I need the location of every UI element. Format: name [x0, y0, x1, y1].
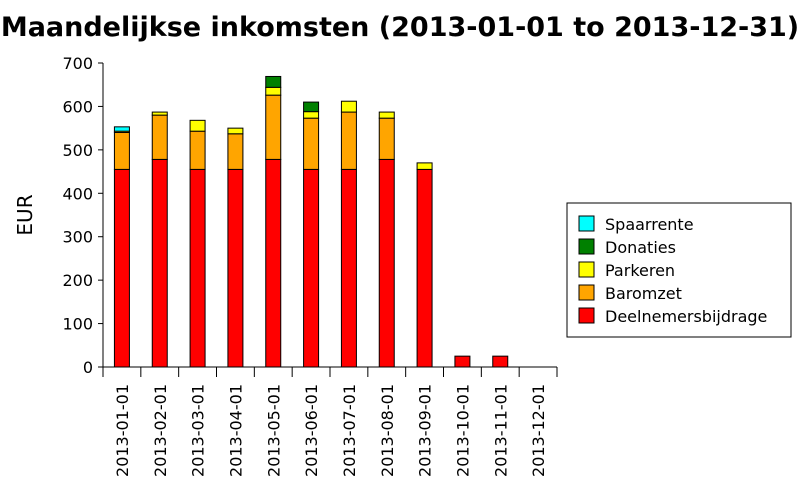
bar-segment-deelnemersbijdrage: [265, 158, 282, 368]
bar-segment-parkeren: [265, 86, 282, 96]
y-tick-label: 200: [62, 271, 93, 290]
bar-segment-deelnemersbijdrage: [378, 158, 395, 368]
bar-segment-parkeren: [189, 119, 206, 132]
bar-segment-baromzet: [113, 131, 130, 170]
x-tick-label: 2013-06-01: [302, 384, 321, 477]
x-tick-label: 2013-07-01: [340, 384, 359, 477]
bar-segment-baromzet: [265, 94, 282, 160]
x-tick-label: 2013-11-01: [491, 384, 510, 477]
bar-segment-deelnemersbijdrage: [151, 158, 168, 368]
legend-label-baromzet: Baromzet: [605, 284, 682, 303]
bar-segment-deelnemersbijdrage: [189, 168, 206, 368]
legend-label-donaties: Donaties: [605, 238, 676, 257]
legend-swatch-baromzet: [578, 284, 595, 301]
x-tick-label: 2013-10-01: [453, 384, 472, 477]
bar-segment-deelnemersbijdrage: [416, 168, 433, 368]
x-tick-label: 2013-01-01: [113, 384, 132, 477]
bar-segment-baromzet: [151, 114, 168, 160]
legend-swatch-deelnemersbijdrage: [578, 307, 595, 324]
x-axis: 2013-01-01 2013-02-01 2013-03-01 2013-04-01…: [102, 366, 558, 477]
bar-segment-baromzet: [340, 111, 357, 170]
legend-label-parkeren: Parkeren: [605, 261, 675, 280]
y-tick-label: 0: [83, 358, 93, 377]
bar-segment-deelnemersbijdrage: [454, 355, 471, 368]
x-tick-label: 2013-04-01: [226, 384, 245, 477]
legend-label-deelnemersbijdrage: Deelnemersbijdrage: [605, 307, 767, 326]
bar-segment-baromzet: [378, 117, 395, 160]
bars: [113, 75, 509, 368]
y-axis: 0 100 200 300 400 500 600 700: [62, 54, 104, 377]
x-tick-label: 2013-03-01: [189, 384, 208, 477]
bar-segment-parkeren: [340, 100, 357, 113]
y-tick-label: 700: [62, 54, 93, 73]
bar-segment-parkeren: [378, 111, 395, 119]
legend: Spaarrente Donaties Parkeren Baromzet Deelne…: [566, 202, 792, 338]
chart-title: Maandelijkse inkomsten (2013-01-01 to 20…: [1, 12, 799, 43]
x-tick-label: 2013-12-01: [529, 384, 548, 477]
bar-segment-baromzet: [303, 117, 320, 170]
bar-segment-donaties: [265, 75, 282, 88]
x-tick-label: 2013-08-01: [378, 384, 397, 477]
bar-segment-spaarrente: [113, 126, 130, 132]
y-tick-label: 400: [62, 184, 93, 203]
y-axis-label: EUR: [13, 194, 37, 235]
y-tick-label: 600: [62, 97, 93, 116]
bar-segment-parkeren: [151, 111, 168, 116]
legend-box: [566, 202, 792, 338]
bar-segment-deelnemersbijdrage: [492, 355, 509, 368]
bar-segment-parkeren: [303, 111, 320, 119]
legend-swatch-donaties: [578, 238, 595, 255]
bar-segment-baromzet: [227, 133, 244, 170]
legend-swatch-parkeren: [578, 261, 595, 278]
bar-segment-parkeren: [227, 127, 244, 135]
x-tick-label: 2013-05-01: [264, 384, 283, 477]
x-tick-label: 2013-02-01: [151, 384, 170, 477]
x-tick-label: 2013-09-01: [416, 384, 435, 477]
y-tick-label: 100: [62, 315, 93, 334]
y-tick-label: 500: [62, 141, 93, 160]
bar-segment-deelnemersbijdrage: [340, 168, 357, 368]
bar-segment-deelnemersbijdrage: [227, 168, 244, 368]
legend-swatch-spaarrente: [578, 215, 595, 232]
bar-segment-parkeren: [416, 162, 433, 170]
bar-segment-deelnemersbijdrage: [113, 168, 130, 368]
y-tick-label: 300: [62, 228, 93, 247]
legend-label-spaarrente: Spaarrente: [605, 215, 694, 234]
bar-segment-donaties: [303, 101, 320, 113]
bar-segment-baromzet: [189, 130, 206, 170]
bar-segment-deelnemersbijdrage: [303, 168, 320, 368]
